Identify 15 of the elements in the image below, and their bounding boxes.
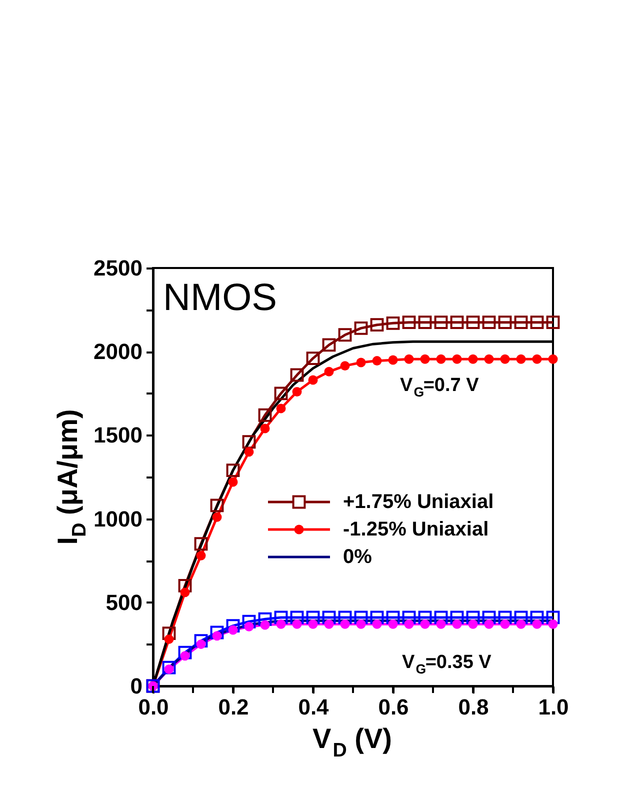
- legend-label: 0%: [343, 546, 372, 568]
- y-tick-label: 2000: [94, 339, 142, 364]
- x-tick-label: 0.6: [378, 694, 409, 720]
- x-tick-label: 0.8: [458, 694, 489, 720]
- x-tick-label: 0.2: [218, 694, 249, 720]
- y-tick-label: 1000: [94, 506, 142, 532]
- y-tick-label: 1500: [94, 422, 142, 448]
- y-tick-label: 500: [106, 590, 142, 615]
- legend-label: -1.25% Uniaxial: [343, 518, 489, 540]
- legend-label: +1.75% Uniaxial: [343, 491, 494, 513]
- y-axis-title: ID (μA/μm): [52, 409, 90, 545]
- x-tick-label: 0.4: [298, 694, 330, 720]
- y-tick-label: 2500: [94, 256, 142, 280]
- x-tick-label: 1.0: [538, 694, 569, 720]
- annotation: NMOS: [163, 277, 277, 319]
